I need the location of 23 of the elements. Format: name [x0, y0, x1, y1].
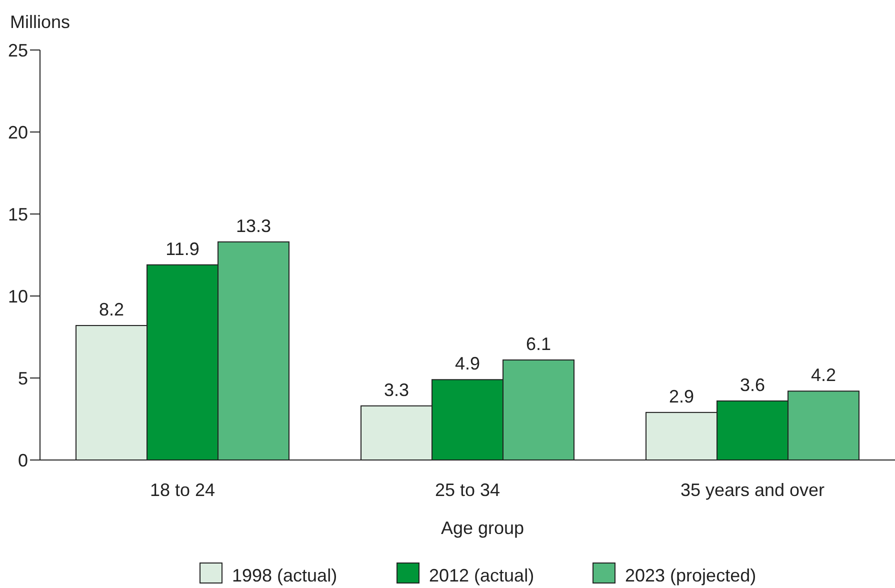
- data-label: 6.1: [526, 334, 552, 354]
- y-tick-label: 5: [18, 368, 28, 388]
- legend-label: 2012 (actual): [429, 565, 534, 586]
- data-label: 4.2: [810, 365, 836, 386]
- legend-label: 1998 (actual): [232, 565, 338, 586]
- data-label: 11.9: [166, 238, 200, 259]
- y-tick-label: 0: [18, 450, 28, 470]
- y-tick-label: 20: [8, 122, 28, 142]
- data-label: 2.9: [668, 386, 694, 406]
- x-tick-label: 35 years and over: [680, 480, 825, 500]
- legend-label: 2023 (projected): [625, 565, 756, 586]
- data-label: 13.3: [236, 216, 272, 236]
- y-tick-label: 15: [8, 204, 28, 224]
- x-tick-label: 25 to 34: [434, 480, 500, 500]
- data-label: 8.2: [98, 300, 124, 320]
- y-tick-label: 10: [8, 286, 28, 306]
- data-label: 3.3: [384, 380, 410, 400]
- y-tick-label: 25: [8, 40, 28, 60]
- data-label: 4.9: [454, 354, 480, 374]
- x-tick-label: 18 to 24: [150, 480, 216, 500]
- data-label: 3.6: [740, 374, 766, 395]
- y-axis-title: Millions: [10, 12, 70, 32]
- x-axis-title: Age group: [440, 518, 524, 538]
